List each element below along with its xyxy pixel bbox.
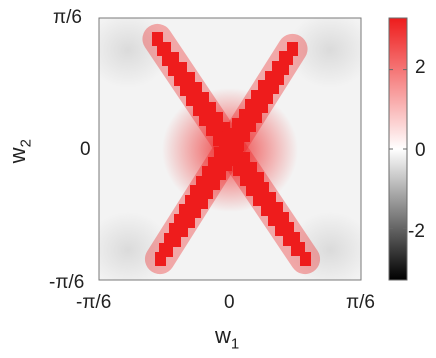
- colorbar-tick-label: -2: [408, 221, 425, 242]
- x-tick-label: π/6: [346, 292, 375, 313]
- y-tick-label: π/6: [53, 7, 82, 28]
- colorbar-ticks: [389, 69, 407, 229]
- plot-frame: [98, 17, 362, 281]
- y-axis-label: w2: [4, 139, 35, 164]
- colorbar-tick-label: 0: [415, 140, 426, 161]
- heatmap-plot-area: [99, 18, 361, 280]
- shade-region: [288, 18, 361, 88]
- shade-region: [99, 212, 170, 280]
- x-tick-label: 0: [224, 292, 235, 313]
- colorbar-tick-label: 2: [415, 57, 426, 78]
- heatmap-bands: [142, 23, 321, 275]
- heatmap-cell: [300, 252, 311, 266]
- y-tick-label: -π/6: [49, 272, 85, 293]
- heatmap-cell: [152, 32, 163, 46]
- y-tick-label: 0: [80, 139, 91, 160]
- heatmap-cell: [155, 252, 166, 266]
- x-axis-label: w1: [215, 323, 240, 353]
- x-tick-label: -π/6: [76, 292, 112, 313]
- heatmap-cell: [287, 42, 298, 56]
